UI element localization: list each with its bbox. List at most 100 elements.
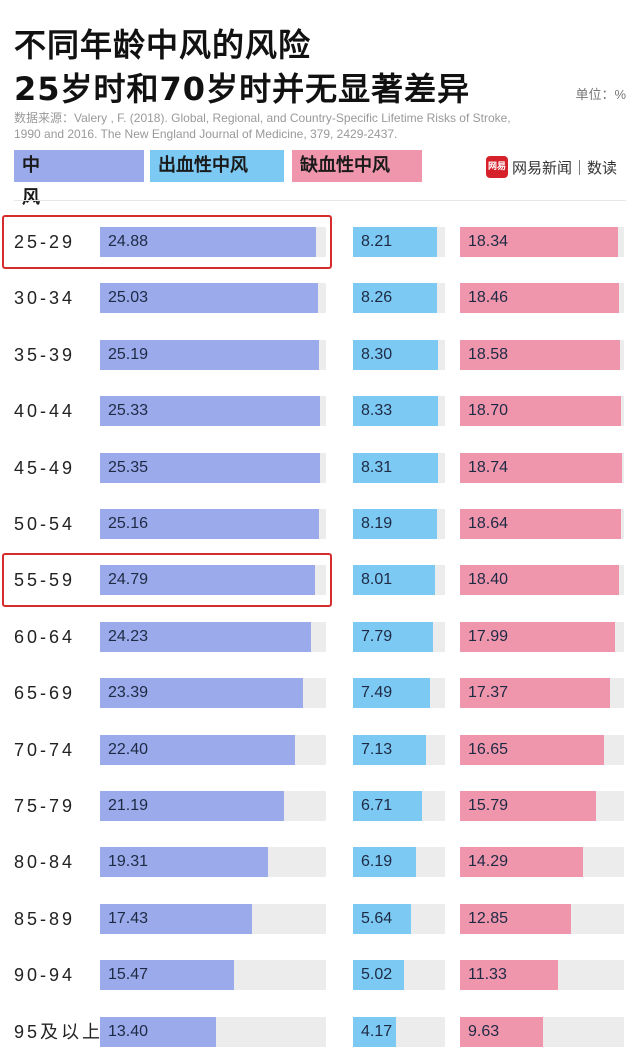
ischemic-value-label: 18.70 — [468, 402, 509, 419]
chart-title-line2: 25岁时和70岁时并无显著差异 — [14, 70, 471, 108]
hemorrhagic-value-label: 8.33 — [361, 402, 393, 419]
category-label: 85-89 — [14, 909, 76, 929]
chart-row: 35-39 25.19 8.30 18.58 — [0, 340, 640, 370]
hemorrhagic-bar — [353, 340, 438, 370]
ischemic-bar — [460, 283, 619, 313]
stroke-value-label: 19.31 — [108, 853, 149, 870]
hemorrhagic-bar — [353, 396, 438, 426]
stroke-value-label: 25.35 — [108, 459, 149, 476]
hemorrhagic-bar-track: 8.31 — [353, 453, 445, 483]
hemorrhagic-value-label: 8.19 — [361, 515, 393, 532]
stroke-value-label: 13.40 — [108, 1023, 149, 1040]
ischemic-value-label: 18.40 — [468, 571, 509, 588]
stroke-bar — [100, 735, 295, 765]
hemorrhagic-bar-track: 8.19 — [353, 509, 445, 539]
stroke-bar-track: 25.35 — [100, 453, 326, 483]
stroke-bar — [100, 960, 234, 990]
ischemic-bar — [460, 904, 571, 934]
stroke-bar-track: 21.19 — [100, 791, 326, 821]
hemorrhagic-bar — [353, 227, 437, 257]
ischemic-bar — [460, 509, 621, 539]
stroke-value-label: 24.79 — [108, 571, 149, 588]
ischemic-bar — [460, 340, 620, 370]
category-label: 95及以上 — [14, 1022, 104, 1042]
stroke-bar — [100, 565, 315, 595]
ischemic-value-label: 12.85 — [468, 910, 509, 927]
hemorrhagic-bar-track: 7.79 — [353, 622, 445, 652]
ischemic-bar — [460, 622, 615, 652]
hemorrhagic-value-label: 5.02 — [361, 966, 393, 983]
stroke-bar — [100, 227, 316, 257]
ischemic-bar-track: 18.70 — [460, 396, 624, 426]
ischemic-bar — [460, 227, 618, 257]
ischemic-bar-track: 11.33 — [460, 960, 624, 990]
ischemic-bar-track: 18.40 — [460, 565, 624, 595]
ischemic-value-label: 11.33 — [468, 966, 507, 983]
ischemic-bar — [460, 960, 558, 990]
category-label: 45-49 — [14, 458, 76, 478]
highlight-box — [2, 553, 332, 607]
brand-name: 网易新闻｜数读 — [512, 158, 618, 177]
hemorrhagic-bar — [353, 622, 433, 652]
stroke-value-label: 24.88 — [108, 233, 149, 250]
stroke-bar — [100, 1017, 216, 1047]
stroke-value-label: 25.19 — [108, 346, 149, 363]
ischemic-value-label: 18.34 — [468, 233, 509, 250]
stroke-value-label: 23.39 — [108, 684, 149, 701]
legend-hemorrhagic-stroke: 出血性中风 — [150, 150, 284, 182]
ischemic-bar-track: 17.37 — [460, 678, 624, 708]
hemorrhagic-bar — [353, 509, 437, 539]
category-label: 90-94 — [14, 965, 76, 985]
hemorrhagic-bar — [353, 453, 438, 483]
stroke-bar-track: 24.23 — [100, 622, 326, 652]
chart-row: 85-89 17.43 5.64 12.85 — [0, 904, 640, 934]
ischemic-bar — [460, 678, 610, 708]
hemorrhagic-value-label: 8.30 — [361, 346, 393, 363]
ischemic-value-label: 16.65 — [468, 741, 509, 758]
hemorrhagic-bar — [353, 735, 426, 765]
chart-row: 95及以上 13.40 4.17 9.63 — [0, 1017, 640, 1047]
stroke-bar-track: 19.31 — [100, 847, 326, 877]
chart-row: 55-59 24.79 8.01 18.40 — [0, 565, 640, 595]
source-line-1: 数据来源：Valery , F. (2018). Global, Regiona… — [14, 111, 511, 125]
hemorrhagic-value-label: 7.49 — [361, 684, 393, 701]
hemorrhagic-value-label: 4.17 — [361, 1023, 393, 1040]
stroke-bar — [100, 622, 311, 652]
chart-row: 50-54 25.16 8.19 18.64 — [0, 509, 640, 539]
stroke-bar-track: 13.40 — [100, 1017, 326, 1047]
hemorrhagic-bar-track: 8.01 — [353, 565, 445, 595]
ischemic-bar — [460, 565, 619, 595]
stroke-bar — [100, 678, 303, 708]
ischemic-bar — [460, 453, 622, 483]
hemorrhagic-value-label: 6.71 — [361, 797, 393, 814]
ischemic-value-label: 17.37 — [468, 684, 509, 701]
chart-row: 60-64 24.23 7.79 17.99 — [0, 622, 640, 652]
divider — [14, 200, 626, 201]
stroke-bar — [100, 283, 318, 313]
chart-row: 25-29 24.88 8.21 18.34 — [0, 227, 640, 257]
stroke-bar — [100, 453, 320, 483]
hemorrhagic-bar-track: 5.02 — [353, 960, 445, 990]
ischemic-bar-track: 18.34 — [460, 227, 624, 257]
ischemic-value-label: 15.79 — [468, 797, 509, 814]
ischemic-value-label: 18.74 — [468, 459, 509, 476]
hemorrhagic-bar-track: 4.17 — [353, 1017, 445, 1047]
stroke-bar — [100, 509, 319, 539]
stroke-value-label: 21.19 — [108, 797, 149, 814]
stroke-value-label: 25.16 — [108, 515, 149, 532]
chart-row: 45-49 25.35 8.31 18.74 — [0, 453, 640, 483]
stroke-value-label: 25.33 — [108, 402, 149, 419]
chart-row: 90-94 15.47 5.02 11.33 — [0, 960, 640, 990]
ischemic-bar-track: 12.85 — [460, 904, 624, 934]
stroke-bar — [100, 847, 268, 877]
hemorrhagic-bar — [353, 1017, 396, 1047]
hemorrhagic-value-label: 8.31 — [361, 459, 393, 476]
hemorrhagic-bar-track: 8.33 — [353, 396, 445, 426]
ischemic-value-label: 18.58 — [468, 346, 509, 363]
hemorrhagic-bar — [353, 904, 411, 934]
stroke-bar — [100, 396, 320, 426]
category-label: 60-64 — [14, 627, 76, 647]
stroke-value-label: 15.47 — [108, 966, 149, 983]
stroke-bar-track: 25.03 — [100, 283, 326, 313]
ischemic-bar-track: 18.64 — [460, 509, 624, 539]
